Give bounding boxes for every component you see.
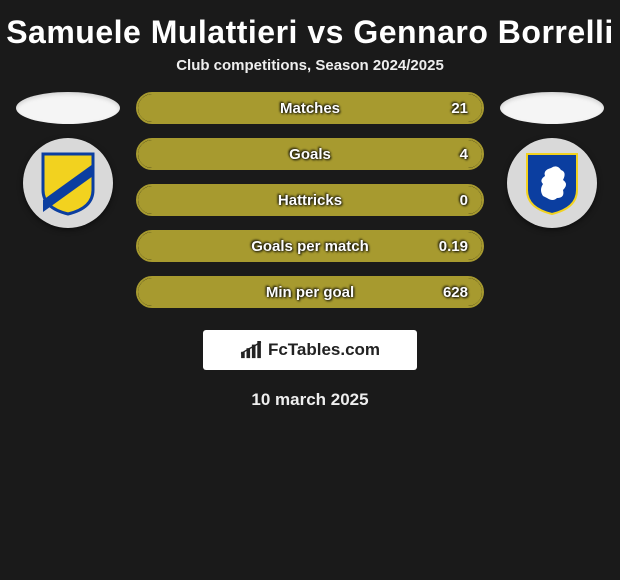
left-player-column (14, 92, 122, 228)
stat-label: Goals (138, 140, 482, 168)
stat-value: 4 (460, 140, 468, 168)
page-title: Samuele Mulattieri vs Gennaro Borrelli (0, 0, 620, 57)
date-label: 10 march 2025 (0, 390, 620, 410)
brand-label: FcTables.com (268, 340, 380, 360)
right-player-column (498, 92, 606, 228)
left-club-badge (23, 138, 113, 228)
stat-row: Hattricks0 (136, 184, 484, 216)
bar-chart-icon (240, 341, 262, 359)
frosinone-shield-icon (39, 150, 97, 216)
stat-value: 21 (451, 94, 468, 122)
stat-row: Goals4 (136, 138, 484, 170)
right-club-badge (507, 138, 597, 228)
subtitle: Club competitions, Season 2024/2025 (0, 57, 620, 92)
right-player-photo-placeholder (500, 92, 604, 124)
left-player-photo-placeholder (16, 92, 120, 124)
stats-column: Matches21 Goals4 Hattricks0 Goals per match… (136, 92, 484, 308)
stat-label: Hattricks (138, 186, 482, 214)
stat-row: Min per goal628 (136, 276, 484, 308)
stat-row: Goals per match0.19 (136, 230, 484, 262)
stat-label: Matches (138, 94, 482, 122)
stat-row: Matches21 (136, 92, 484, 124)
stat-value: 0 (460, 186, 468, 214)
brescia-shield-icon (523, 150, 581, 216)
stat-label: Min per goal (138, 278, 482, 306)
stat-value: 628 (443, 278, 468, 306)
stat-value: 0.19 (439, 232, 468, 260)
comparison-main: Matches21 Goals4 Hattricks0 Goals per match… (0, 92, 620, 308)
brand-watermark: FcTables.com (203, 330, 417, 370)
stat-label: Goals per match (138, 232, 482, 260)
